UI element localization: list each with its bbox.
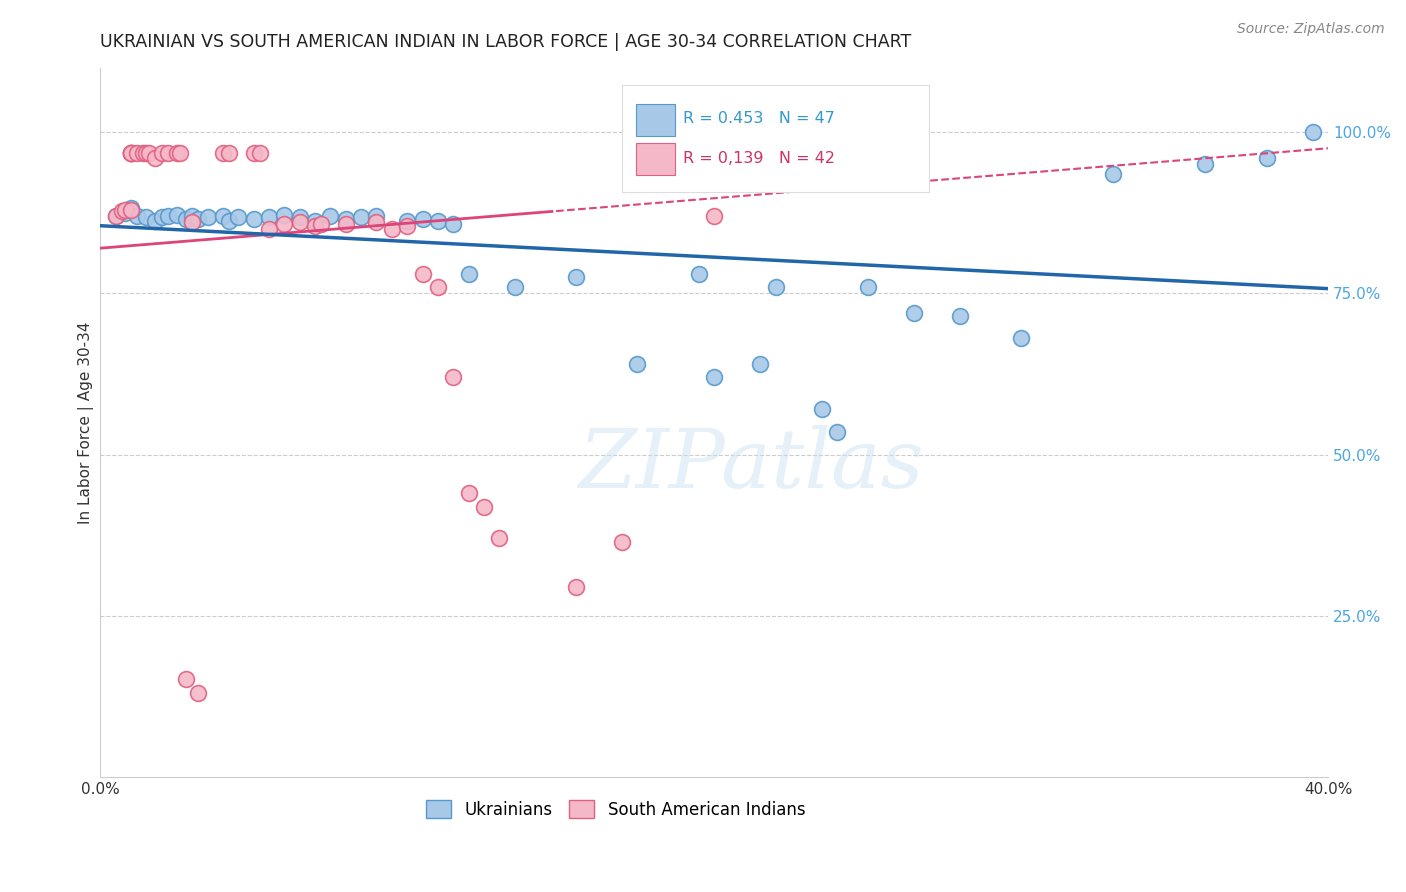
Point (457, 486, 479, 500)
Point (426, 214, 449, 228)
Point (825, 425, 848, 439)
Point (135, 211, 157, 225)
Point (703, 209, 725, 223)
Point (472, 500, 495, 515)
Point (174, 672, 197, 686)
Point (396, 219, 419, 233)
Point (114, 202, 136, 217)
FancyBboxPatch shape (621, 86, 929, 192)
Point (1302, 125, 1324, 139)
Point (319, 209, 342, 223)
Point (1010, 331, 1032, 345)
Point (156, 145, 179, 160)
Text: R = 0,139   N = 42: R = 0,139 N = 42 (683, 151, 835, 166)
Point (218, 214, 240, 228)
Point (304, 219, 326, 233)
Point (426, 280, 449, 294)
Point (218, 145, 240, 160)
Point (242, 212, 264, 227)
Point (120, 145, 142, 160)
Point (565, 580, 588, 594)
Point (335, 217, 357, 231)
Text: UKRAINIAN VS SOUTH AMERICAN INDIAN IN LABOR FORCE | AGE 30-34 CORRELATION CHART: UKRAINIAN VS SOUTH AMERICAN INDIAN IN LA… (100, 33, 911, 51)
Point (156, 209, 179, 223)
Point (350, 211, 373, 225)
Point (441, 217, 464, 231)
Point (412, 212, 434, 227)
Point (457, 267, 479, 281)
Point (145, 151, 167, 165)
FancyBboxPatch shape (636, 143, 675, 176)
Point (366, 209, 388, 223)
Point (335, 212, 357, 227)
Point (304, 214, 326, 228)
Point (135, 145, 157, 160)
Point (145, 214, 167, 228)
Point (166, 145, 188, 160)
Point (503, 280, 526, 294)
Point (288, 211, 311, 225)
Point (114, 205, 136, 219)
Point (242, 145, 264, 160)
Legend: Ukrainians, South American Indians: Ukrainians, South American Indians (420, 794, 813, 825)
Point (181, 209, 204, 223)
Point (187, 212, 209, 227)
Point (181, 215, 204, 229)
Point (120, 201, 142, 215)
Point (212, 209, 235, 223)
Point (1256, 151, 1278, 165)
Point (249, 145, 271, 160)
Point (903, 306, 925, 320)
Point (1102, 167, 1125, 181)
Point (626, 357, 648, 371)
Point (120, 145, 142, 160)
Point (273, 217, 295, 231)
Point (565, 270, 588, 285)
Point (610, 534, 633, 549)
Point (138, 145, 160, 160)
Point (396, 214, 419, 228)
Point (125, 209, 148, 223)
Point (104, 209, 127, 223)
Point (187, 686, 209, 700)
Point (366, 215, 388, 229)
Point (111, 203, 134, 218)
Text: ZIPatlas: ZIPatlas (578, 425, 924, 505)
Point (257, 222, 280, 236)
Y-axis label: In Labor Force | Age 30-34: In Labor Force | Age 30-34 (79, 321, 94, 524)
Point (132, 145, 155, 160)
Point (688, 267, 710, 281)
Point (765, 280, 787, 294)
Point (1194, 157, 1216, 171)
Text: R = 0.453   N = 47: R = 0.453 N = 47 (683, 112, 835, 127)
Point (125, 145, 148, 160)
Point (169, 145, 191, 160)
Text: Source: ZipAtlas.com: Source: ZipAtlas.com (1237, 22, 1385, 37)
Point (949, 309, 972, 323)
Point (226, 211, 249, 225)
Point (810, 402, 832, 417)
Point (104, 209, 127, 223)
Point (381, 222, 404, 236)
Point (412, 267, 434, 281)
FancyBboxPatch shape (636, 103, 675, 136)
Point (120, 145, 142, 160)
Point (288, 215, 311, 229)
Point (257, 211, 280, 225)
Point (703, 370, 725, 384)
Point (212, 145, 235, 160)
Point (150, 211, 173, 225)
Point (120, 202, 142, 217)
Point (273, 208, 295, 222)
Point (441, 370, 464, 384)
Point (120, 145, 142, 160)
Point (197, 211, 219, 225)
Point (166, 208, 188, 222)
Point (309, 217, 332, 231)
Point (749, 357, 772, 371)
Point (856, 280, 879, 294)
Point (174, 212, 197, 227)
Point (150, 145, 173, 160)
Point (488, 531, 510, 545)
